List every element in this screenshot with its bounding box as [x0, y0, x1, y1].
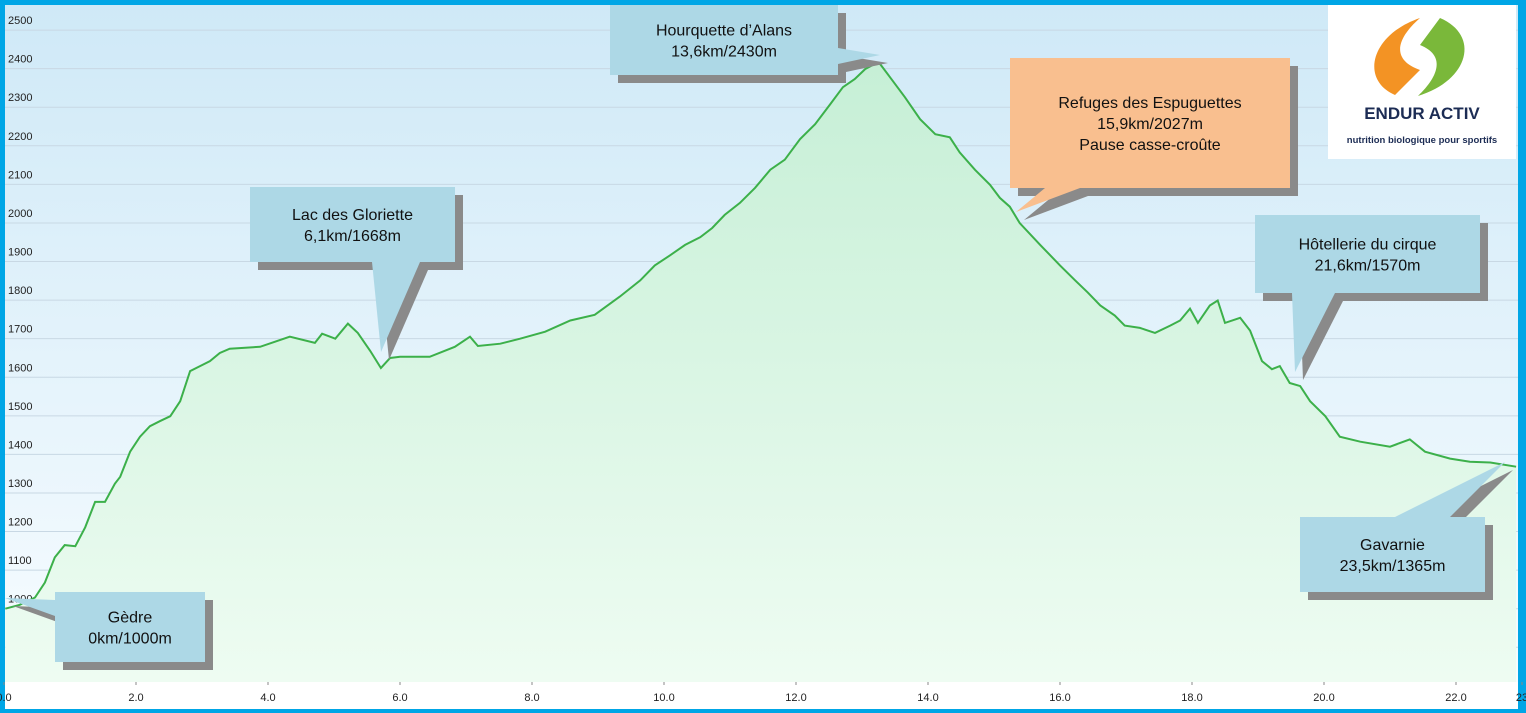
callout-text: 0km/1000m — [88, 631, 172, 648]
plot — [5, 62, 1517, 683]
x-tick-label: 2.0 — [128, 692, 143, 704]
callout-text: Refuges des Espuguettes — [1058, 95, 1241, 112]
y-tick-label: 2300 — [8, 92, 32, 104]
callout-text: 6,1km/1668m — [304, 228, 401, 245]
logo: ENDUR ACTIV nutrition biologique pour sp… — [1328, 5, 1516, 159]
callout-box — [250, 187, 455, 262]
x-tick-label: 4.0 — [260, 692, 275, 704]
elevation-line — [5, 62, 1517, 610]
callout-text: Gavarnie — [1360, 537, 1425, 554]
x-tick-label: 16.0 — [1049, 692, 1070, 704]
area-fill — [5, 63, 1517, 683]
y-tick-label: 2000 — [8, 208, 32, 220]
callout: Refuges des Espuguettes 15,9km/2027m Pause… — [1010, 58, 1298, 220]
y-tick-label: 1200 — [8, 517, 32, 529]
callout-pointer — [1395, 462, 1505, 517]
callout-pointer — [1292, 293, 1335, 372]
logo-swirl — [1418, 18, 1465, 96]
callout-text: Pause casse-croûte — [1079, 137, 1221, 154]
x-tick-label: 20.0 — [1313, 692, 1334, 704]
y-tick-label: 2200 — [8, 131, 32, 143]
axis-strip — [5, 682, 1518, 709]
callout-pointer — [372, 262, 420, 352]
callout-text: Lac des Gloriette — [292, 207, 413, 224]
callout-text: Gèdre — [108, 610, 153, 627]
logo-box — [1328, 5, 1516, 159]
y-tick-label: 2500 — [8, 15, 32, 27]
x-tick-label: 18.0 — [1181, 692, 1202, 704]
y-tick-label: 2100 — [8, 169, 32, 181]
annotations: Gèdre 0km/1000m Lac des Gloriette 6,1km/166… — [5, 5, 1513, 670]
x-tick-label: 8.0 — [524, 692, 539, 704]
x-tick-label: 23 — [1516, 692, 1526, 704]
y-tick-label: 1500 — [8, 401, 32, 413]
callout-box — [1010, 58, 1290, 188]
callout-text: 21,6km/1570m — [1315, 258, 1421, 275]
callout-box — [1300, 517, 1485, 592]
x-tick-label: 14.0 — [917, 692, 938, 704]
callout-text: 15,9km/2027m — [1097, 116, 1203, 133]
callout: Hôtellerie du cirque 21,6km/1570m — [1255, 215, 1488, 380]
callout: Gèdre 0km/1000m — [5, 592, 213, 670]
x-tick-label: 12.0 — [785, 692, 806, 704]
callout: Lac des Gloriette 6,1km/1668m — [250, 187, 463, 360]
callout-pointer — [5, 598, 55, 616]
x-tick-label: 10.0 — [653, 692, 674, 704]
logo-tagline: nutrition biologique pour sportifs — [1347, 135, 1497, 146]
y-tick-label: 1600 — [8, 362, 32, 374]
x-tick-label: 0.0 — [0, 692, 12, 704]
callout-text: 23,5km/1365m — [1340, 558, 1446, 575]
y-tick-label: 1800 — [8, 285, 32, 297]
callout-text: Hôtellerie du cirque — [1299, 237, 1437, 254]
y-tick-label: 1400 — [8, 439, 32, 451]
logo-swirl — [1374, 18, 1420, 95]
callout-pointer-shadow — [1024, 196, 1088, 220]
y-tick-label: 1700 — [8, 324, 32, 336]
callout: Hourquette d’Alans 13,6km/2430m — [610, 5, 888, 83]
callout-box — [610, 5, 838, 75]
y-tick-label: 2400 — [8, 54, 32, 66]
y-tick-label: 1900 — [8, 247, 32, 259]
x-tick-label: 22.0 — [1445, 692, 1466, 704]
logo-name: ENDUR ACTIV — [1364, 104, 1480, 123]
callout-box — [1255, 215, 1480, 293]
callout-box — [55, 592, 205, 662]
callout-pointer — [1016, 188, 1080, 212]
callout-pointer — [838, 48, 880, 64]
callout-text: 13,6km/2430m — [671, 44, 777, 61]
x-tick-label: 6.0 — [392, 692, 407, 704]
callout-text: Hourquette d’Alans — [656, 23, 792, 40]
y-tick-label: 1300 — [8, 478, 32, 490]
callout: Gavarnie 23,5km/1365m — [1300, 462, 1513, 600]
y-tick-label: 1100 — [8, 555, 32, 567]
